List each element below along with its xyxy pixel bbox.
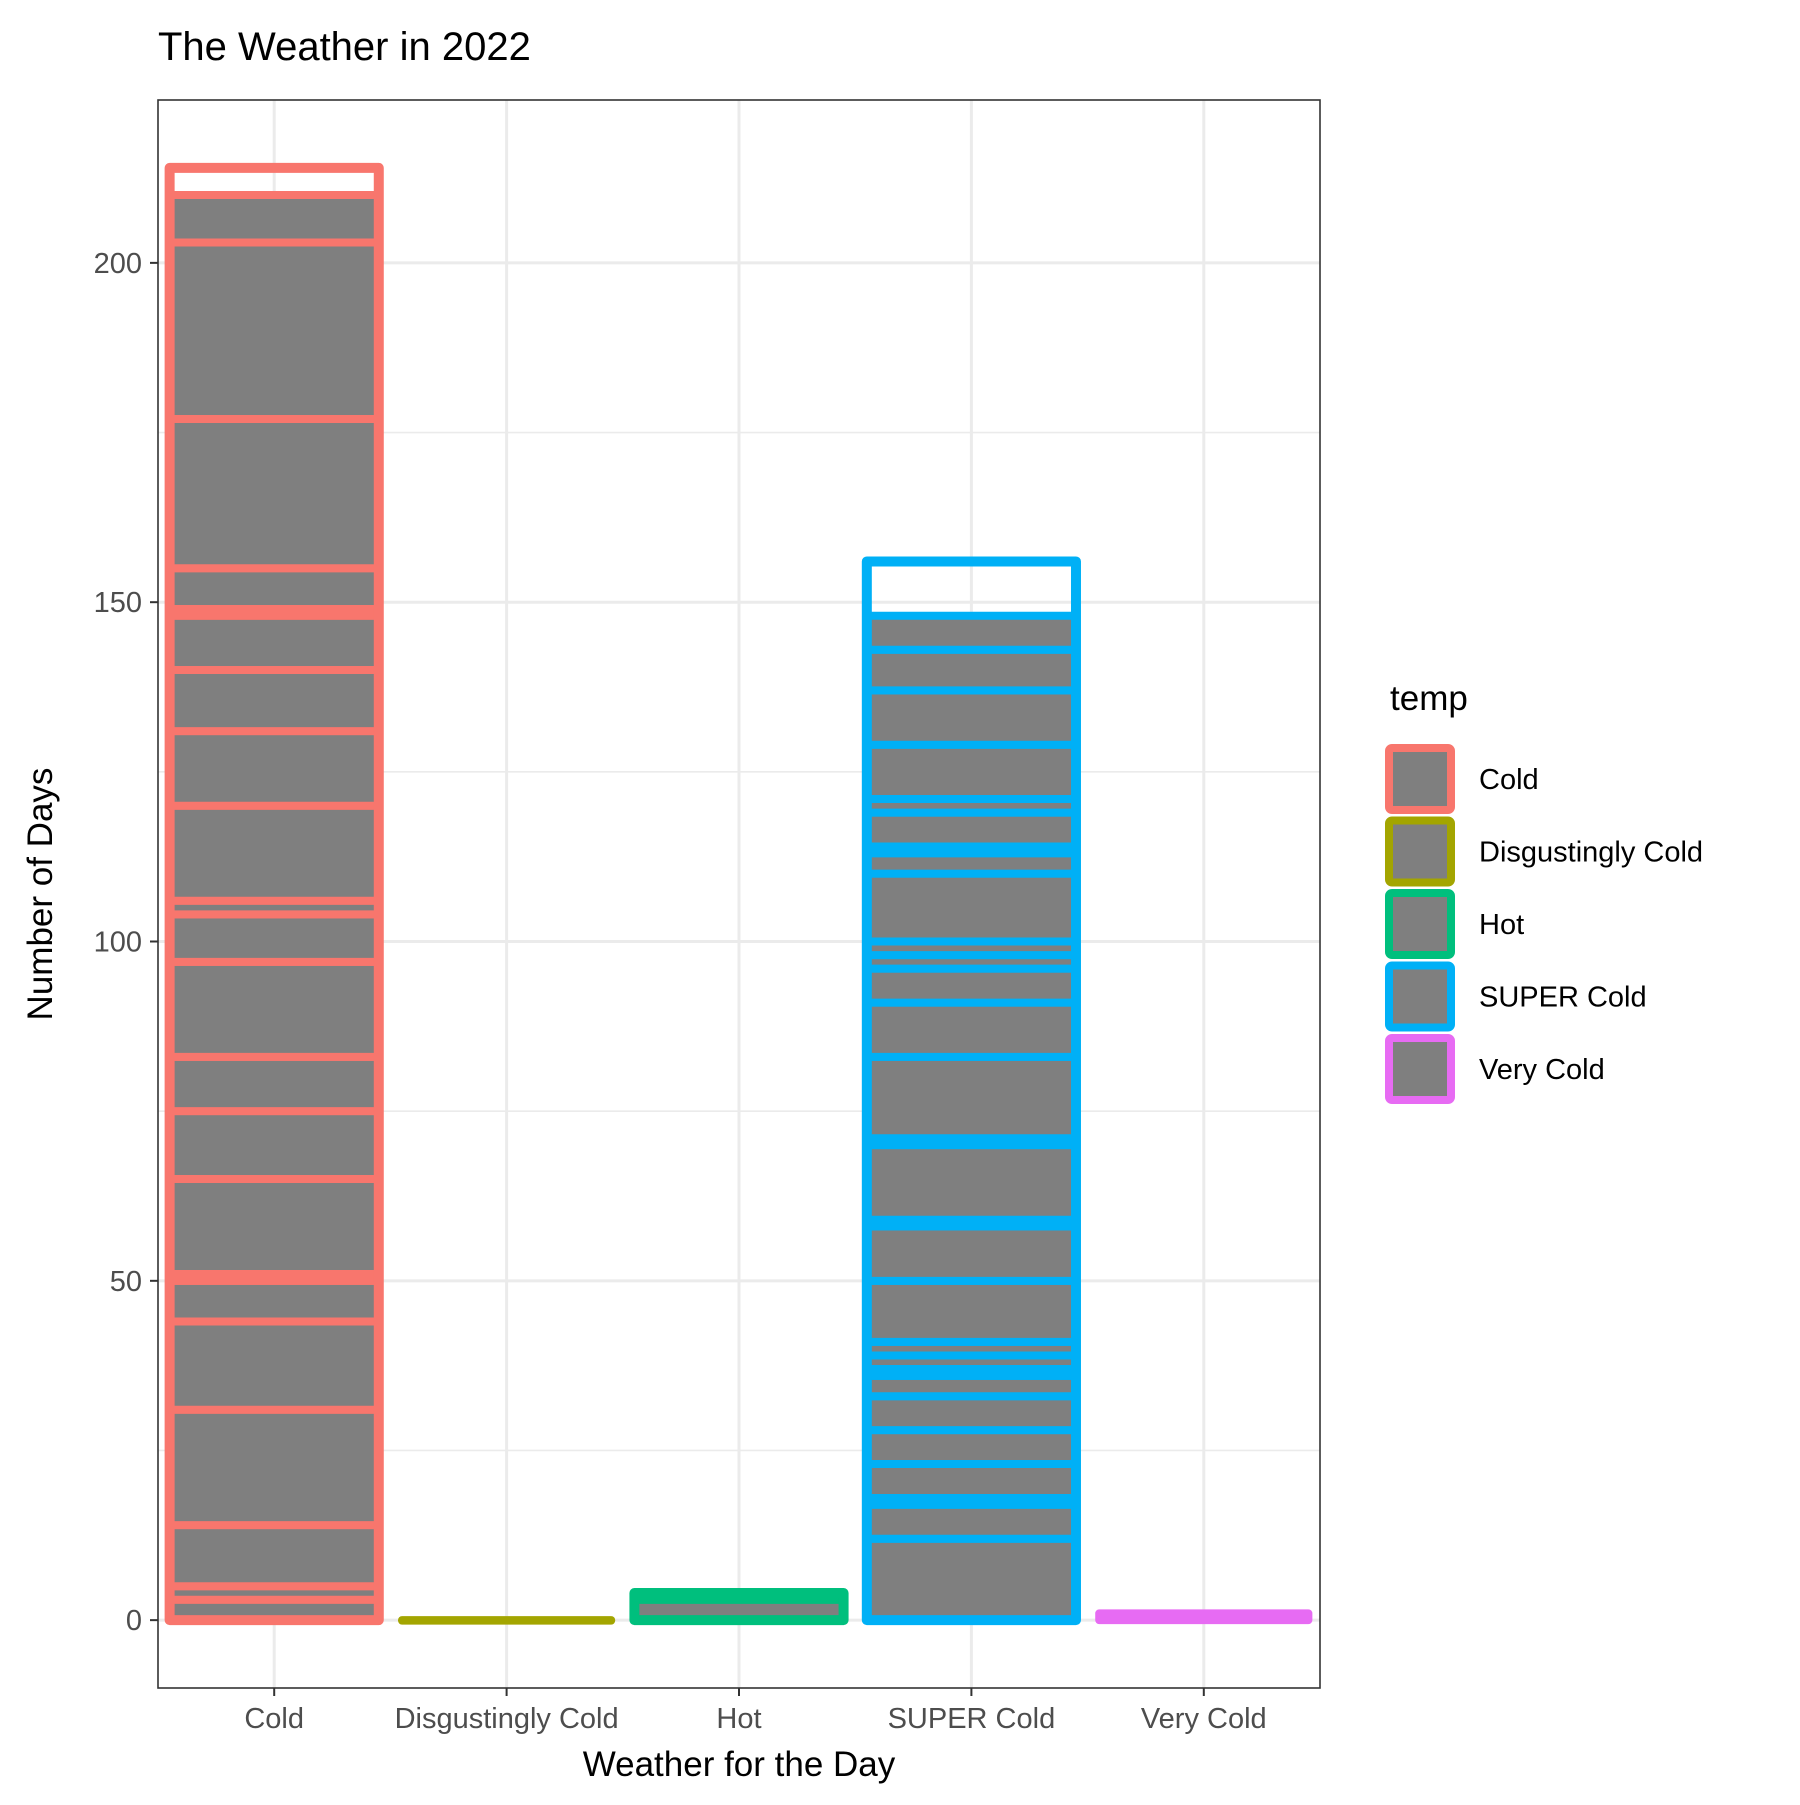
bar-disgustingly-cold: [398, 1616, 616, 1625]
y-tick-label: 200: [94, 248, 142, 280]
bar-segment: [165, 191, 383, 247]
y-tick-label: 50: [110, 1266, 142, 1298]
bar-segment: [165, 727, 383, 810]
legend-key: [1385, 816, 1455, 887]
bar-segment: [862, 869, 1080, 946]
bar-segment: [862, 645, 1080, 695]
bar-very-cold: [1095, 1609, 1313, 1625]
bar-segment: [165, 1521, 383, 1591]
legend-key: [1385, 744, 1455, 814]
bar-segment: [862, 1460, 1080, 1502]
bar-segment: [862, 1141, 1080, 1224]
legend: temp Cold Disgustingly Cold Hot SUPER Cold V…: [1385, 679, 1703, 1104]
bar-segment: [165, 1107, 383, 1184]
bar-outline: [629, 1587, 849, 1626]
bar-segment: [862, 686, 1080, 749]
bar-segment: [862, 1052, 1080, 1143]
bar-segment: [862, 1392, 1080, 1435]
bar-segment: [165, 238, 383, 423]
legend-key: [1385, 961, 1455, 1032]
bar-segment: [165, 666, 383, 736]
bar-segment: [862, 808, 1080, 851]
bar-segment: [165, 1052, 383, 1116]
bar-segment: [862, 1276, 1080, 1346]
bar-segment: [398, 1616, 616, 1625]
bar-segment: [165, 564, 383, 613]
legend-key: [1385, 889, 1455, 959]
bar-segment: [165, 957, 383, 1061]
bar-segment: [165, 910, 383, 966]
bar-segment: [165, 611, 383, 675]
bar-outline: [164, 162, 384, 1626]
bar-segment: [862, 964, 1080, 1007]
y-axis-title: Number of Days: [21, 768, 60, 1021]
bar-segment: [165, 1317, 383, 1414]
bar-cold: [164, 162, 384, 1626]
bar-outline: [861, 556, 1081, 1626]
legend-label: Cold: [1479, 764, 1539, 796]
y-tick-label: 100: [94, 927, 142, 959]
bar-segment: [862, 998, 1080, 1061]
x-tick-label: SUPER Cold: [888, 1703, 1056, 1735]
legend-key: [1385, 1034, 1455, 1104]
bar-hot: [629, 1587, 849, 1626]
bar-segment: [165, 1175, 383, 1279]
bar-segment: [1095, 1609, 1313, 1625]
x-tick-label: Hot: [716, 1703, 761, 1735]
bar-super-cold: [861, 556, 1081, 1626]
legend-label: SUPER Cold: [1479, 982, 1647, 1014]
legend-label: Very Cold: [1479, 1054, 1605, 1086]
x-tick-label: Very Cold: [1141, 1703, 1267, 1735]
bar-segment: [862, 1534, 1080, 1625]
bar-segment: [165, 1405, 383, 1530]
bar-segment: [862, 1426, 1080, 1469]
bar-segment: [165, 414, 383, 573]
y-tick-label: 150: [94, 587, 142, 619]
x-tick-label: Disgustingly Cold: [395, 1703, 619, 1735]
legend-label: Disgustingly Cold: [1479, 837, 1703, 869]
bar-segment: [165, 1276, 383, 1326]
bar-segment: [862, 1222, 1080, 1285]
bar-segment: [862, 611, 1080, 654]
bar-segment: [165, 801, 383, 905]
x-tick-label: Cold: [244, 1703, 304, 1735]
bar-segment: [862, 1500, 1080, 1543]
x-axis-title: Weather for the Day: [583, 1745, 896, 1784]
legend-label: Hot: [1479, 909, 1524, 941]
bar-segment: [862, 740, 1080, 803]
legend-title: temp: [1390, 679, 1468, 718]
chart-title: The Weather in 2022: [158, 25, 531, 69]
y-tick-label: 0: [126, 1605, 142, 1637]
